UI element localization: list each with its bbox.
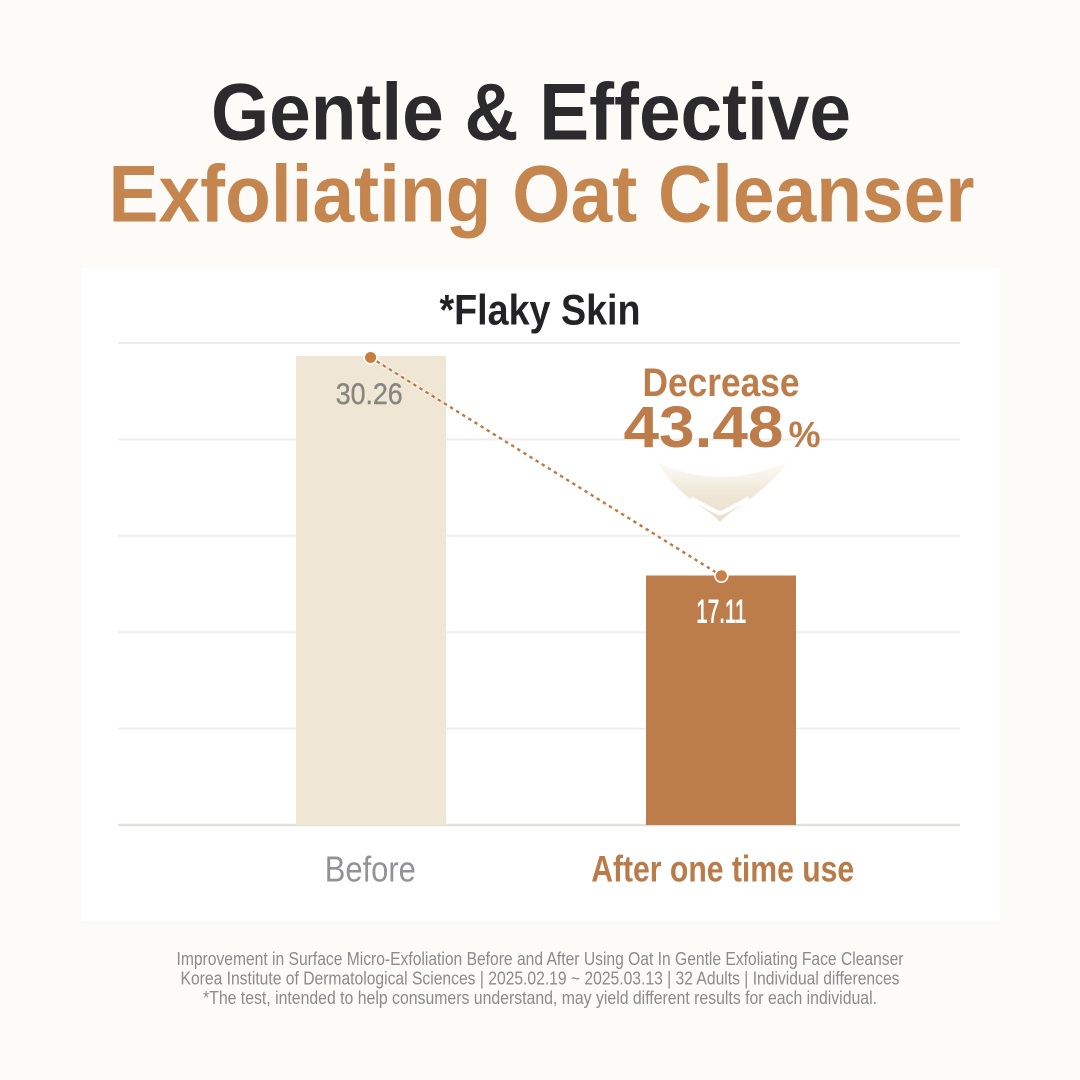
- svg-text:Before: Before: [325, 849, 416, 890]
- svg-text:Korea Institute of Dermatologi: Korea Institute of Dermatological Scienc…: [181, 968, 900, 988]
- svg-text:Gentle & Effective: Gentle & Effective: [211, 68, 851, 158]
- svg-text:Exfoliating Oat Cleanser: Exfoliating Oat Cleanser: [109, 150, 975, 240]
- svg-text:Decrease: Decrease: [643, 361, 800, 405]
- svg-text:Improvement in Surface Micro-E: Improvement in Surface Micro-Exfoliation…: [177, 949, 904, 969]
- svg-text:*The test, intended to help co: *The test, intended to help consumers un…: [203, 988, 877, 1008]
- svg-text:30.26: 30.26: [336, 378, 403, 411]
- svg-text:43.48%: 43.48%: [623, 395, 820, 460]
- svg-text:*Flaky Skin: *Flaky Skin: [440, 287, 641, 335]
- svg-text:After one time use: After one time use: [591, 849, 854, 890]
- svg-text:17.11: 17.11: [696, 594, 746, 630]
